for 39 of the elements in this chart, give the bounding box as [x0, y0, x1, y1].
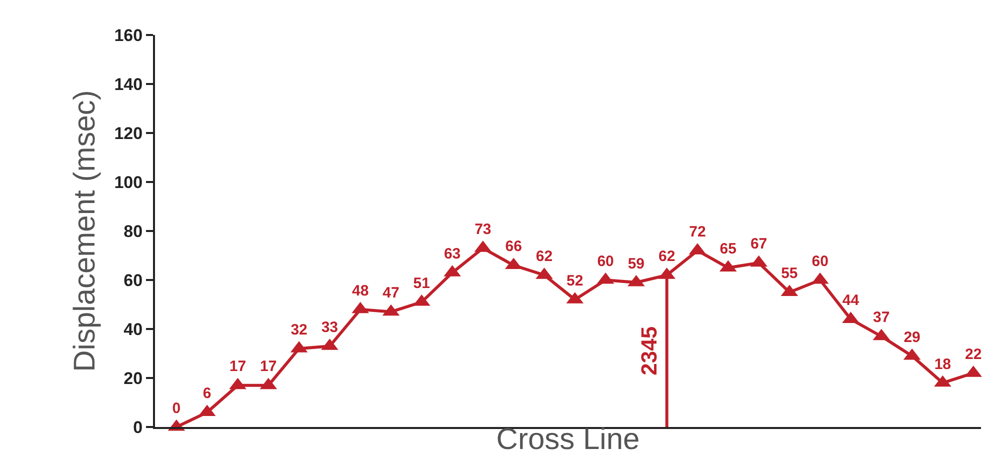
data-label: 44 [842, 292, 860, 310]
data-label: 33 [321, 319, 338, 336]
y-tick-label: 60 [124, 270, 143, 290]
data-label: 47 [382, 284, 400, 302]
data-label: 60 [812, 252, 828, 270]
data-label: 0 [172, 400, 181, 417]
data-label: 62 [536, 248, 553, 265]
data-label: 48 [352, 282, 369, 300]
y-tick-label: 160 [114, 26, 143, 45]
y-axis-title: Displacement (msec) [68, 90, 102, 372]
data-label: 66 [505, 238, 522, 256]
data-label: 18 [934, 356, 952, 373]
data-label: 17 [260, 358, 277, 376]
data-label: 63 [444, 246, 461, 263]
data-label: 17 [229, 358, 246, 376]
data-label: 52 [566, 272, 584, 290]
y-tick-label: 140 [114, 74, 143, 94]
y-tick-label: 20 [124, 368, 143, 388]
y-tick-label: 40 [124, 320, 143, 339]
data-label: 65 [720, 240, 736, 258]
y-tick-label: 0 [133, 418, 143, 437]
data-label: 73 [474, 221, 492, 238]
y-tick-label: 120 [114, 124, 143, 143]
data-label: 37 [873, 309, 890, 326]
data-label: 6 [202, 385, 212, 402]
data-label: 67 [750, 236, 768, 253]
data-label: 29 [904, 328, 920, 346]
data-label: 72 [689, 223, 706, 240]
data-label: 32 [290, 321, 308, 338]
data-label: 60 [597, 252, 614, 270]
data-label: 51 [413, 274, 430, 292]
data-label: 62 [658, 248, 676, 265]
x-axis-title: Cross Line [496, 423, 640, 456]
y-tick-label: 80 [124, 222, 143, 241]
data-label: 55 [781, 265, 798, 282]
data-label: 59 [628, 255, 645, 272]
y-tick-label: 100 [114, 172, 143, 192]
data-label: 22 [964, 346, 982, 363]
annotation: 2345 [636, 326, 662, 376]
